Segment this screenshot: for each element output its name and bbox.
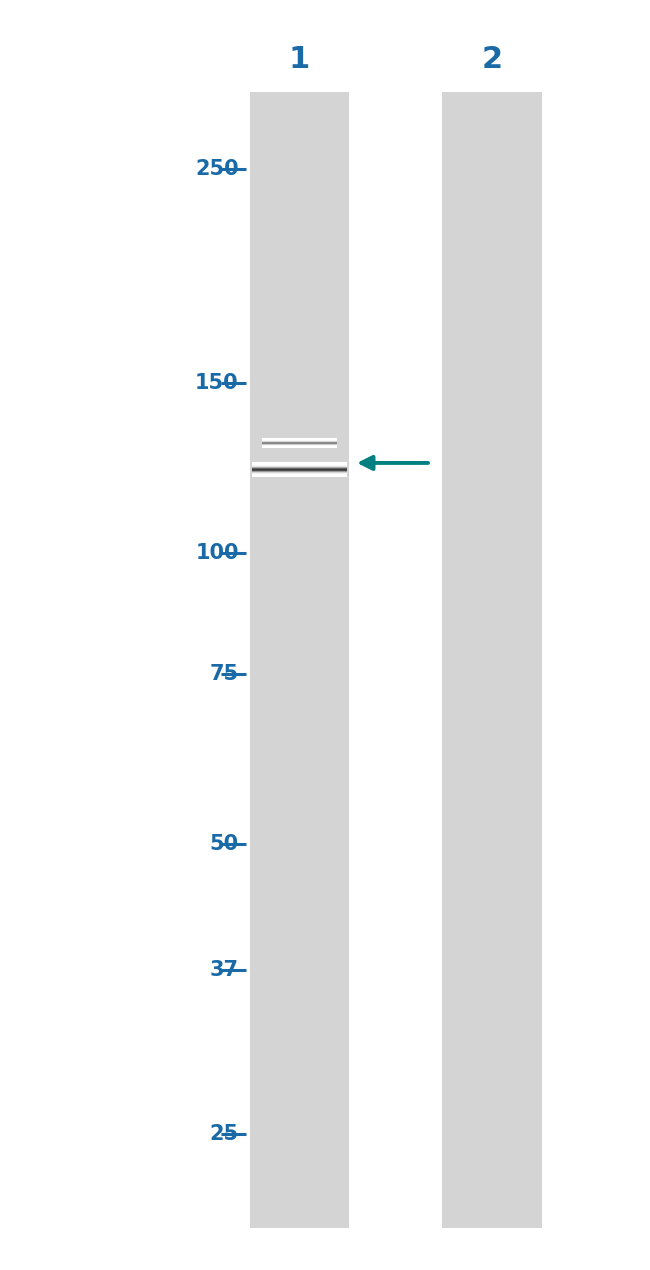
Text: 50: 50 [209, 834, 239, 853]
Text: 1: 1 [289, 44, 310, 74]
Bar [250, 93, 349, 1228]
Text: 150: 150 [195, 373, 239, 394]
Text: 100: 100 [195, 544, 239, 563]
Text: 37: 37 [210, 960, 239, 980]
Text: 2: 2 [481, 44, 502, 74]
Text: 75: 75 [209, 664, 239, 683]
Text: 250: 250 [195, 159, 239, 179]
Text: 25: 25 [209, 1124, 239, 1144]
Bar [442, 93, 541, 1228]
